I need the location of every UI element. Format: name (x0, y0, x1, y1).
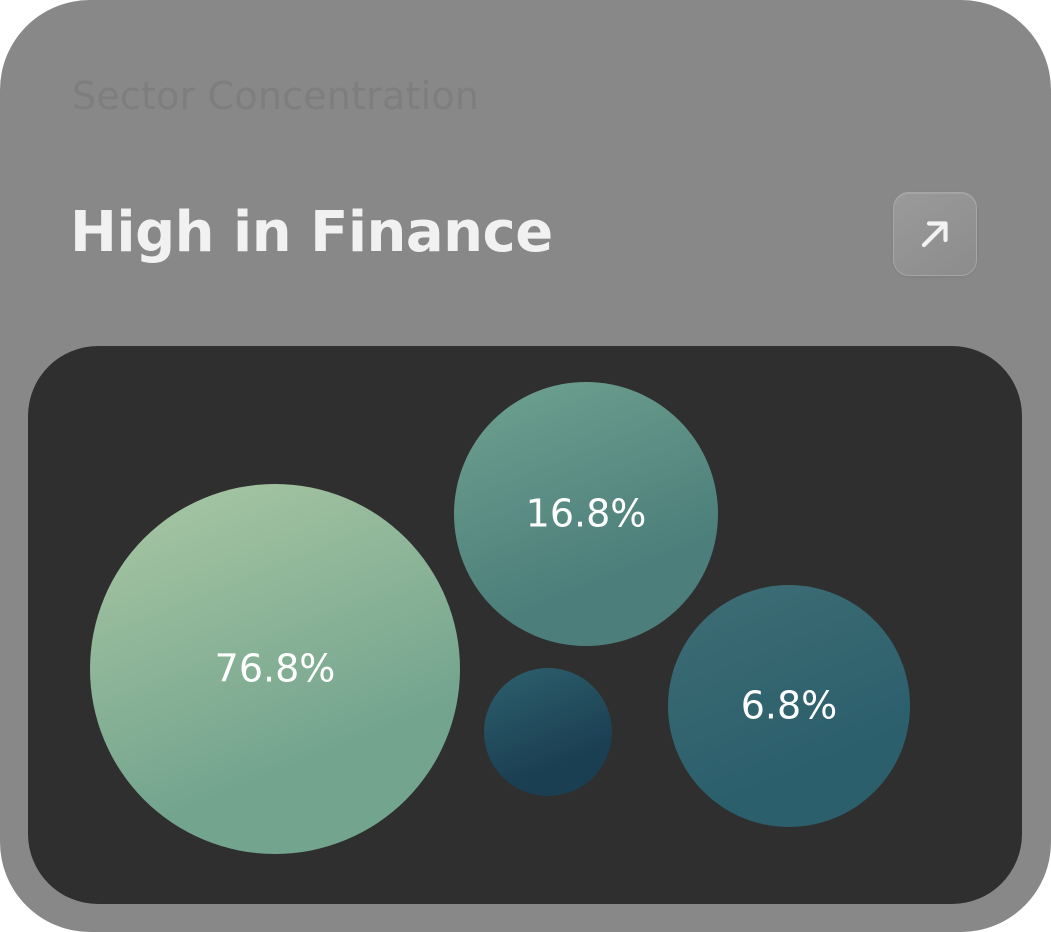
card-subtitle: Sector Concentration (72, 74, 480, 118)
bubble-2 (454, 382, 718, 646)
arrow-up-right-icon (921, 221, 948, 248)
expand-button[interactable] (893, 192, 977, 276)
bubble-chart-panel: 76.8% 16.8% 6.8% (28, 346, 1022, 904)
bubble-4 (484, 668, 612, 796)
bubble-label-3: 6.8% (741, 684, 838, 728)
bubble-3 (668, 585, 910, 827)
card-headline: High in Finance (70, 200, 553, 265)
bubble-chart: 76.8% 16.8% 6.8% (90, 382, 910, 854)
bubble-1 (90, 484, 460, 854)
bubble-label-1: 76.8% (215, 647, 336, 691)
bubble-label-2: 16.8% (526, 492, 647, 536)
